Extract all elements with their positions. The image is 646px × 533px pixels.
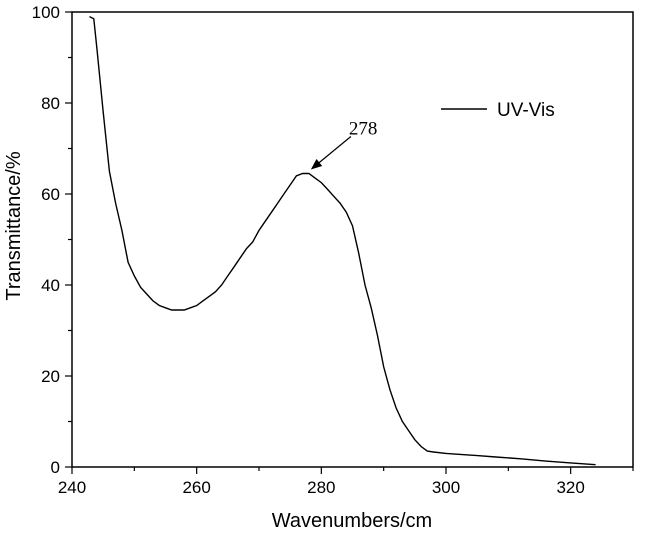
x-tick-label: 240 — [58, 478, 86, 497]
x-axis-title: Wavenumbers/cm — [272, 510, 432, 532]
x-tick-label: 300 — [432, 478, 460, 497]
y-tick-label: 0 — [51, 458, 60, 477]
y-tick-label: 60 — [41, 185, 60, 204]
y-tick-label: 100 — [32, 3, 60, 22]
y-tick-label: 20 — [41, 367, 60, 386]
peak-annotation: 278 — [310, 119, 378, 170]
axis-ticks — [65, 11, 634, 474]
peak-arrow-head — [310, 159, 323, 170]
y-tick-label: 40 — [41, 276, 60, 295]
legend-label: UV-Vis — [497, 100, 555, 121]
legend: UV-Vis — [441, 100, 555, 121]
peak-arrow-line — [316, 136, 352, 165]
tick-labels: 240 260 280 300 320 0 20 40 60 80 100 — [32, 3, 585, 497]
x-tick-label: 280 — [307, 478, 335, 497]
plot-frame — [71, 11, 634, 468]
y-tick-label: 80 — [41, 94, 60, 113]
uv-vis-series-line — [89, 15, 596, 466]
y-axis-title: Transmittance/% — [3, 151, 25, 301]
x-tick-label: 320 — [556, 478, 584, 497]
x-tick-label: 260 — [182, 478, 210, 497]
peak-label: 278 — [349, 119, 378, 140]
